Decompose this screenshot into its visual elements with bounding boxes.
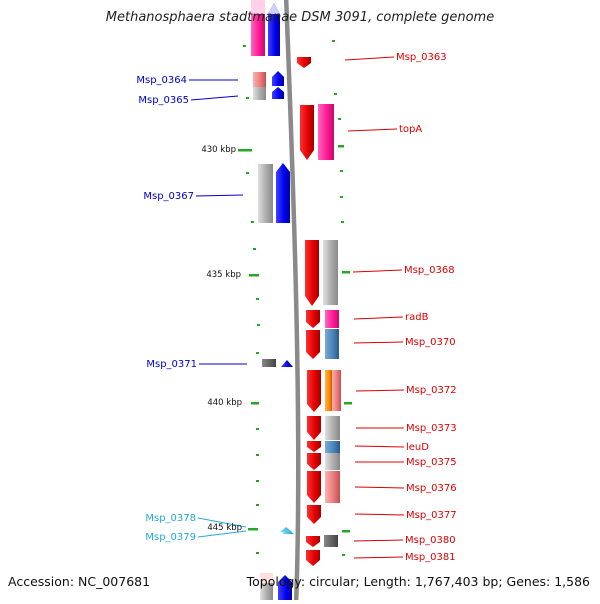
gene-label: Msp_0371: [146, 359, 197, 370]
gene-feature: [325, 416, 340, 440]
gene-feature: [307, 441, 321, 452]
gene-feature: [268, 3, 280, 14]
gene-feature: [318, 104, 334, 160]
gene-label: Msp_0381: [405, 552, 456, 563]
gene-label: Msp_0380: [405, 535, 456, 546]
gene-label: Msp_0365: [138, 95, 189, 106]
right-gene-labels: Msp_0363 topA Msp_0368 radB Msp_0370 Msp…: [396, 52, 457, 563]
gene-label: Msp_0378: [145, 513, 196, 524]
forward-strand-genes: [297, 57, 341, 566]
map-title: Methanosphaera stadtmanae DSM 3091, comp…: [105, 10, 495, 25]
gene-label: Msp_0363: [396, 52, 447, 63]
gene-feature: [262, 359, 276, 367]
gene-feature: [251, 0, 265, 14]
gene-label: Msp_0377: [406, 510, 457, 521]
gene-feature: [307, 416, 321, 440]
gene-feature: [307, 370, 321, 412]
gene-feature: [325, 471, 340, 503]
gene-feature: [325, 441, 340, 453]
gene-feature: [281, 360, 293, 367]
gene-label: Msp_0367: [143, 191, 194, 202]
gene-label: Msp_0376: [406, 483, 457, 494]
gene-feature: [272, 71, 284, 86]
gene-feature: [305, 240, 319, 306]
gene-label: Msp_0373: [406, 423, 457, 434]
gene-label: topA: [399, 124, 422, 135]
gene-label: radB: [405, 312, 429, 323]
gene-feature: [307, 471, 321, 503]
gene-label: Msp_0368: [404, 265, 455, 276]
gene-feature: [307, 505, 321, 524]
genome-backbone: [283, 0, 301, 604]
gene-feature: [260, 573, 273, 583]
gene-label: Msp_0372: [406, 385, 457, 396]
gene-label: Msp_0364: [136, 75, 187, 86]
gene-feature: [307, 453, 321, 470]
kbp-label: 440 kbp: [207, 398, 242, 408]
gene-feature: [325, 310, 339, 328]
gene-feature: [306, 310, 320, 328]
gene-feature: [324, 535, 338, 547]
left-gene-labels: Msp_0364 Msp_0365 Msp_0367 Msp_0371 Msp_…: [136, 75, 197, 543]
gene-feature: [325, 453, 340, 470]
gene-feature: [325, 329, 339, 359]
gene-feature: [306, 330, 320, 359]
gene-feature: [282, 529, 294, 534]
reverse-strand-genes: [251, 0, 294, 600]
topology-summary: Topology: circular; Length: 1,767,403 bp…: [246, 574, 590, 589]
kbp-label: 445 kbp: [207, 523, 242, 533]
accession-text: Accession: NC_007681: [8, 574, 151, 589]
gene-feature: [297, 57, 311, 68]
gene-feature: [253, 87, 266, 100]
kbp-label: 430 kbp: [201, 145, 236, 155]
kbp-axis-labels: 430 kbp 435 kbp 440 kbp 445 kbp: [201, 145, 242, 533]
gene-feature: [272, 87, 284, 99]
gene-feature: [306, 536, 320, 547]
gene-feature: [268, 3, 280, 56]
gene-feature: [300, 105, 314, 160]
gene-feature: [332, 370, 341, 411]
gene-feature: [325, 370, 332, 411]
gene-feature: [258, 164, 273, 223]
gene-feature: [253, 72, 266, 87]
tick-marks: [238, 40, 352, 556]
kbp-label: 435 kbp: [206, 270, 241, 280]
gene-feature: [278, 575, 292, 600]
gene-feature: [306, 550, 320, 566]
gene-feature: [323, 240, 338, 305]
gene-feature: [276, 163, 290, 223]
label-leaders: [189, 56, 405, 559]
gene-label: Msp_0375: [406, 457, 457, 468]
gene-label: Msp_0379: [145, 532, 196, 543]
gene-label: leuD: [406, 442, 429, 453]
gene-label: Msp_0370: [405, 337, 456, 348]
